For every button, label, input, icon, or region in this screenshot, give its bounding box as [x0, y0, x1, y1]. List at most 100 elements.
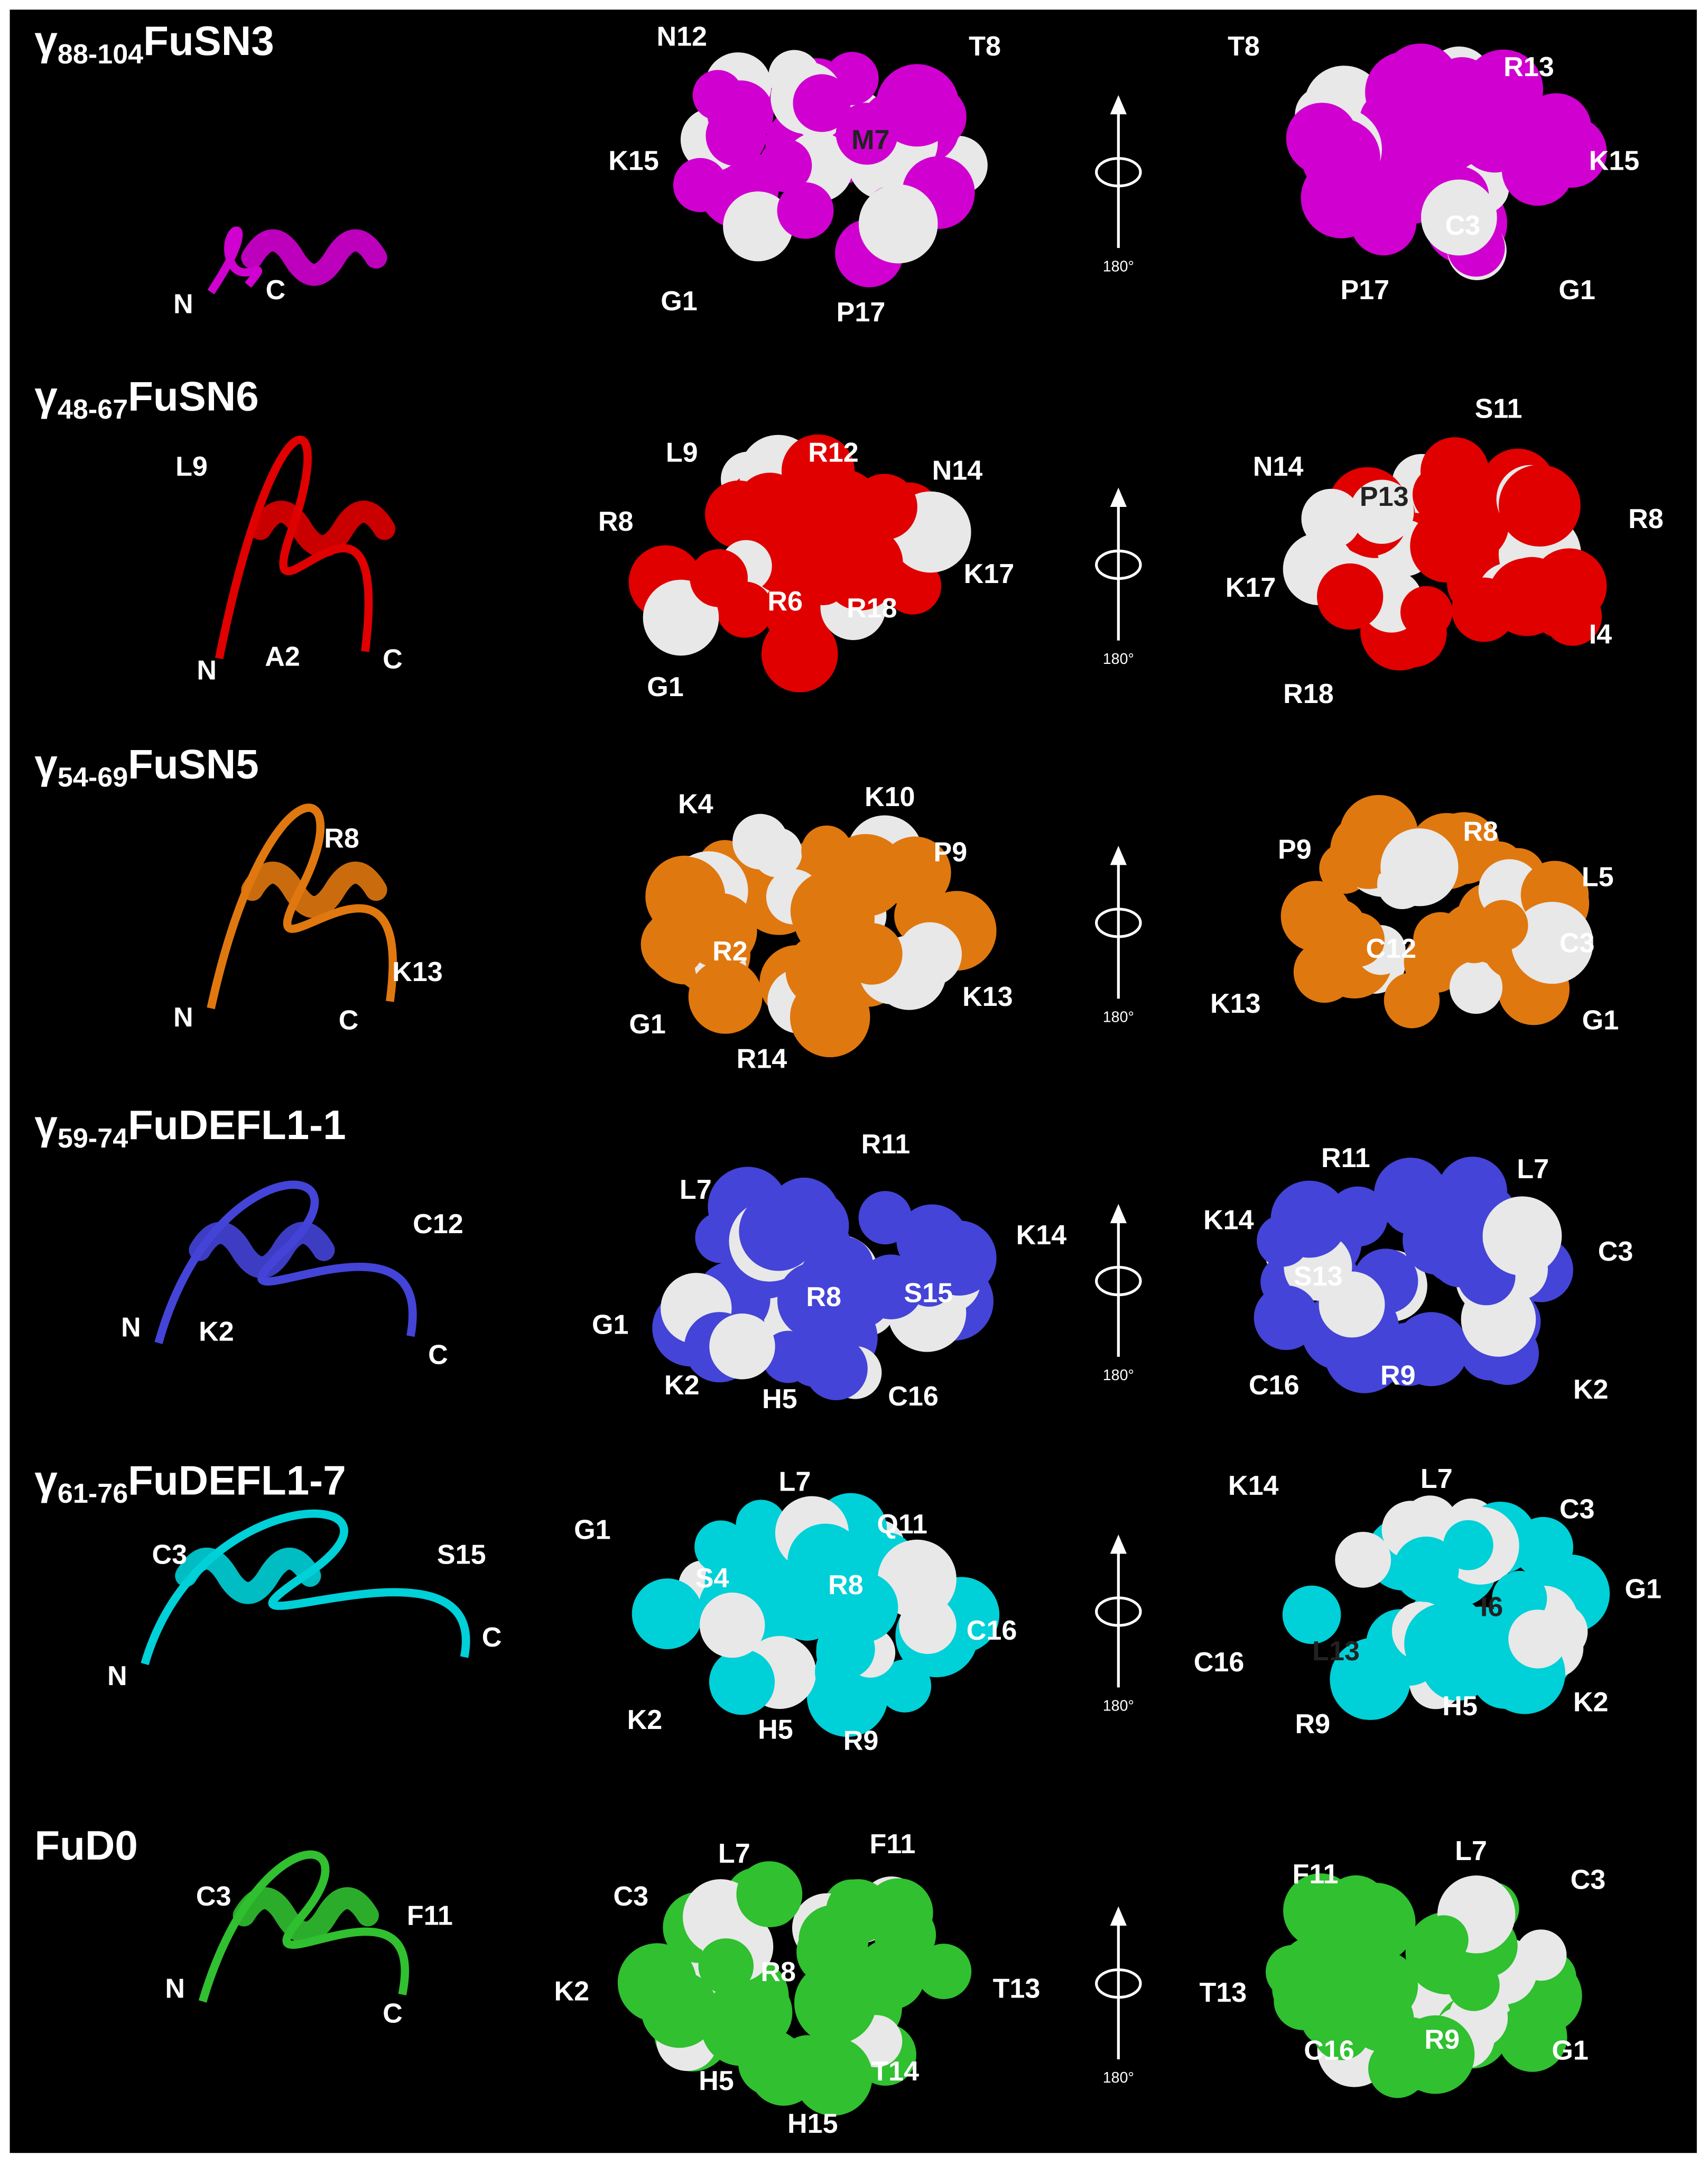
back-label: I6 — [1480, 1592, 1503, 1623]
back-label: C3 — [1445, 210, 1481, 241]
back-label: R8 — [1463, 816, 1498, 847]
cartoon-label: C — [339, 1005, 359, 1035]
rotation-circle — [1095, 908, 1142, 938]
rotation-label: 180° — [1103, 1009, 1134, 1026]
cartoon-helix — [241, 229, 387, 286]
back-label: L7 — [1421, 1464, 1453, 1494]
title-range: 48-67 — [58, 394, 128, 425]
cartoon-label: N — [197, 655, 217, 686]
back-label: R9 — [1380, 1361, 1416, 1391]
title-name: FuD0 — [34, 1822, 137, 1869]
front-label: R12 — [808, 438, 859, 468]
cartoon-label: N — [121, 1312, 141, 1343]
cartoon-label: C — [428, 1340, 448, 1371]
cartoon-label: F11 — [407, 1900, 453, 1931]
cartoon-label: A2 — [265, 641, 300, 672]
front-label: P9 — [934, 837, 968, 867]
surface-bead — [1398, 1168, 1450, 1220]
back-label: R11 — [1321, 1143, 1370, 1173]
title-greek: γ — [34, 741, 58, 787]
surface-bead — [1368, 2039, 1427, 2098]
rotation-arrowhead — [1110, 1204, 1127, 1224]
surface-bead — [752, 827, 802, 877]
surface-bead — [739, 1191, 818, 1271]
title-greek: γ — [34, 1457, 58, 1503]
surface-bead — [1365, 51, 1446, 133]
front-label: H5 — [699, 2066, 734, 2096]
back-label: C3 — [1560, 1494, 1595, 1525]
surface-bead — [698, 1938, 754, 1994]
front-label: S4 — [695, 1563, 729, 1594]
surface-bead — [897, 922, 962, 986]
surface-bead — [877, 1539, 957, 1619]
title-name: FuDEFL1-7 — [128, 1457, 346, 1503]
cartoon-helix — [175, 1548, 321, 1604]
surface-bead — [794, 2037, 872, 2116]
front-label: C16 — [967, 1615, 1017, 1646]
back-label: R18 — [1283, 679, 1334, 709]
surface-bead — [1376, 1323, 1440, 1386]
title-name: FuSN6 — [128, 373, 259, 420]
rotation-label: 180° — [1103, 2069, 1134, 2086]
surface-bead — [790, 977, 870, 1058]
title-greek: γ — [34, 17, 58, 64]
rotation-label: 180° — [1103, 1698, 1134, 1715]
surface-bead — [1447, 1959, 1500, 2011]
surface-bead — [1403, 1206, 1472, 1275]
surface — [1280, 794, 1593, 1029]
title-greek: γ — [34, 373, 58, 420]
cartoon-label: L9 — [175, 451, 208, 482]
surface-bead — [804, 1337, 868, 1400]
surface-bead — [793, 74, 851, 132]
surface-bead — [1437, 1157, 1507, 1227]
back-label: R9 — [1424, 2024, 1460, 2055]
surface-bead — [1335, 1531, 1391, 1588]
front-label: G1 — [661, 286, 698, 317]
surface-bead — [709, 1314, 775, 1380]
surface-bead — [1393, 1536, 1459, 1602]
title-name: FuDEFL1-1 — [128, 1102, 346, 1148]
surface-bead — [823, 535, 898, 611]
cartoon-label: C3 — [196, 1881, 231, 1912]
front-label: K2 — [664, 1370, 700, 1401]
surface-bead — [916, 1944, 972, 2000]
surface-bead — [1282, 1585, 1341, 1644]
surface-bead — [1350, 479, 1414, 544]
surface-bead — [723, 191, 793, 262]
front-label: R11 — [861, 1129, 911, 1160]
cartoon-label: N — [165, 1973, 185, 2004]
front-label: L9 — [666, 438, 698, 468]
title-greek: γ — [34, 1102, 58, 1148]
back-label: P17 — [1340, 275, 1389, 306]
surface-bead — [876, 64, 959, 147]
surface-bead — [781, 434, 855, 508]
rotation-circle — [1095, 1265, 1142, 1297]
surface-bead — [1400, 586, 1453, 639]
rotation-circle — [1095, 1968, 1142, 1999]
back-label: K2 — [1573, 1687, 1609, 1717]
surface-bead — [794, 1962, 877, 2044]
back-label: G1 — [1552, 2036, 1589, 2066]
back-label: T13 — [1200, 1977, 1247, 2008]
surface-bead — [858, 184, 938, 264]
surface — [1254, 1157, 1573, 1393]
rotation-arrowhead — [1110, 1534, 1127, 1554]
surface-bead — [777, 1262, 855, 1339]
surface-bead — [758, 138, 812, 192]
surface-bead — [736, 1861, 803, 1928]
surface — [632, 1493, 1000, 1737]
front-label: H15 — [787, 2108, 838, 2139]
back-label: K17 — [1226, 572, 1276, 603]
front-label: K15 — [608, 145, 659, 176]
row-title: γ54-69FuSN5 — [34, 741, 258, 793]
front-label: L7 — [680, 1175, 712, 1205]
front-label: R18 — [847, 593, 897, 624]
row-title: γ61-76FuDEFL1-7 — [34, 1457, 346, 1509]
surface-bead — [1497, 2002, 1567, 2072]
background — [10, 10, 1697, 2153]
surface-bead — [1497, 557, 1567, 627]
row-title: γ59-74FuDEFL1-1 — [34, 1102, 346, 1154]
surface-bead — [787, 1523, 864, 1600]
front-label: K17 — [964, 559, 1015, 589]
front-label: F11 — [870, 1829, 916, 1860]
